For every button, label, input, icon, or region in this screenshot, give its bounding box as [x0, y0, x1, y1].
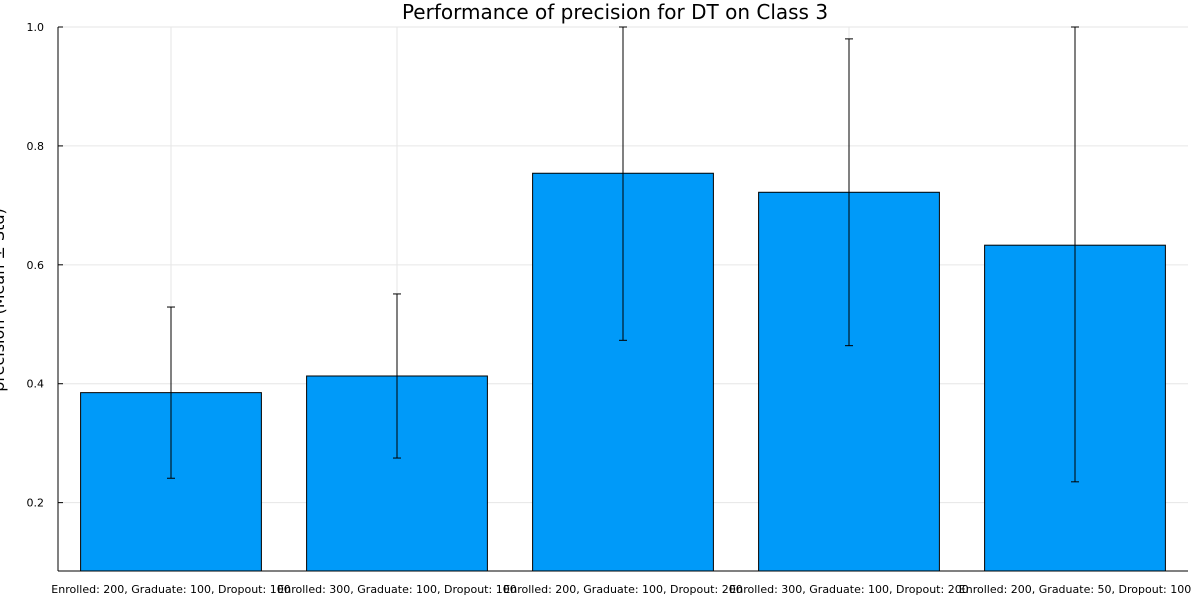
error-bars-layer: [167, 26, 1079, 483]
y-tick-label: 0.4: [27, 378, 45, 391]
x-tick-label: Enrolled: 300, Graduate: 100, Dropout: 1…: [277, 583, 516, 596]
y-tick-label: 0.6: [27, 259, 45, 272]
x-tick-labels: Enrolled: 200, Graduate: 100, Dropout: 1…: [51, 583, 1191, 596]
y-tick-label: 0.2: [27, 497, 45, 510]
x-tick-label: Enrolled: 200, Graduate: 50, Dropout: 10…: [959, 583, 1191, 596]
y-tick-label: 0.8: [27, 140, 45, 153]
x-tick-label: Enrolled: 200, Graduate: 100, Dropout: 2…: [503, 583, 742, 596]
y-tick-labels: 0.2 0.4 0.6 0.8 1.0: [27, 21, 45, 510]
chart-title: Performance of precision for DT on Class…: [402, 0, 828, 24]
y-tick-label: 1.0: [27, 21, 45, 34]
y-axis-label: precision (Mean ± Std): [0, 208, 8, 392]
x-tick-label: Enrolled: 200, Graduate: 100, Dropout: 1…: [51, 583, 290, 596]
axis-layer: [57, 26, 1188, 572]
x-tick-label: Enrolled: 300, Graduate: 100, Dropout: 2…: [729, 583, 968, 596]
